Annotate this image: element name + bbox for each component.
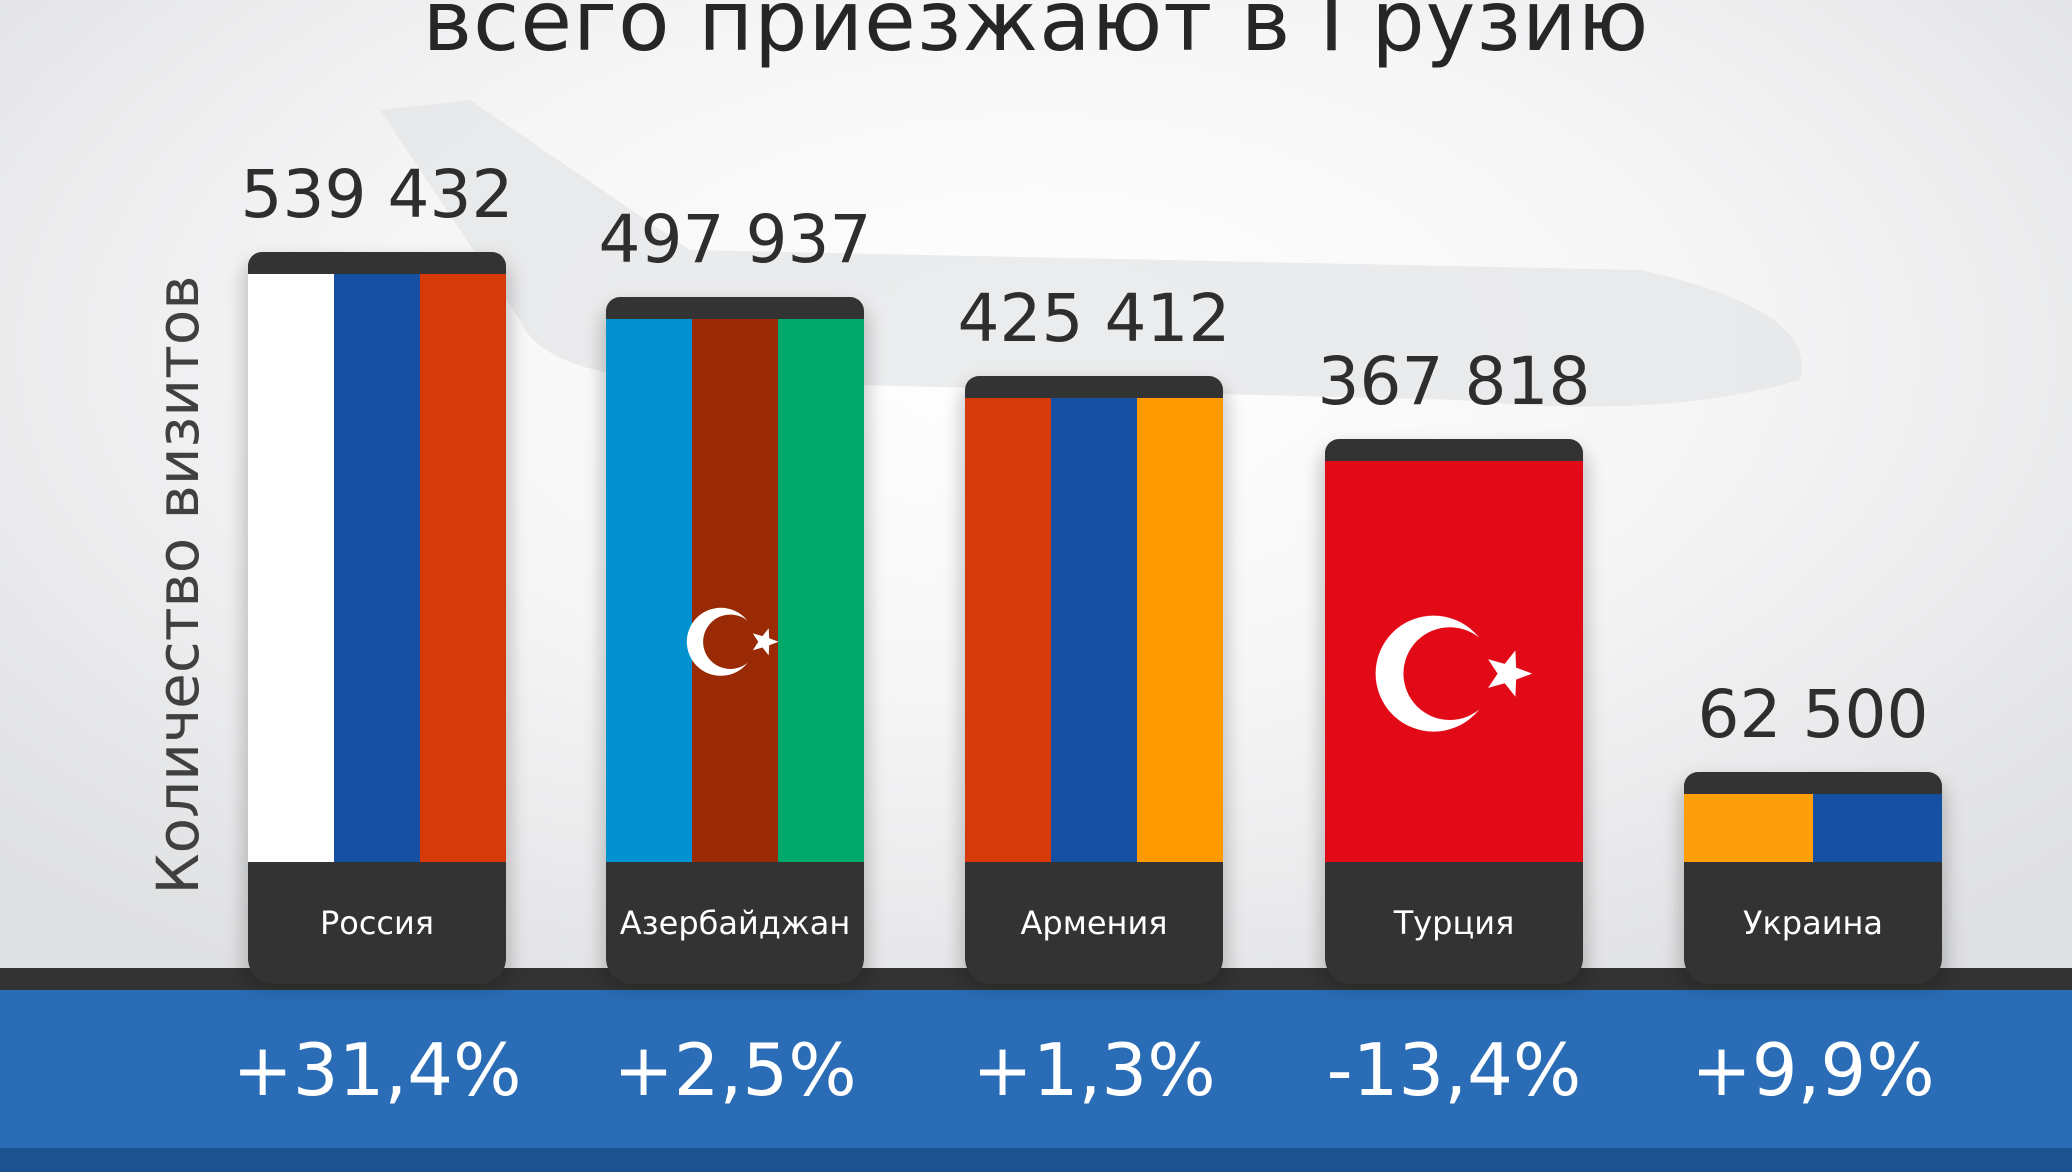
change-label: +9,9% bbox=[1691, 1028, 1935, 1112]
category-label: Россия bbox=[319, 904, 435, 942]
category-box bbox=[965, 862, 1223, 984]
category-label: Армения bbox=[1020, 904, 1168, 942]
bar-stripe bbox=[1051, 398, 1138, 862]
category-label: Азербайджан bbox=[619, 904, 851, 942]
category-box bbox=[1325, 862, 1583, 984]
category-label: Украина bbox=[1742, 904, 1884, 942]
bar-stripe bbox=[420, 274, 506, 862]
category-box bbox=[606, 862, 864, 984]
change-label: +31,4% bbox=[232, 1028, 522, 1112]
bar-stripe bbox=[248, 274, 335, 862]
crescent-star-icon bbox=[1375, 615, 1533, 732]
chart-title: всего приезжают в Грузию bbox=[422, 0, 1650, 70]
bar-value-label: 539 432 bbox=[240, 156, 514, 233]
bar-value-label: 367 818 bbox=[1317, 343, 1591, 421]
category-box bbox=[248, 862, 506, 984]
change-label: +1,3% bbox=[972, 1028, 1216, 1112]
change-label: +2,5% bbox=[613, 1028, 857, 1112]
change-label: -13,4% bbox=[1326, 1028, 1582, 1112]
bar-value-label: 425 412 bbox=[957, 280, 1231, 358]
bar-stripe bbox=[1137, 398, 1223, 862]
bar-stripe bbox=[606, 319, 693, 862]
bar-value-label: 497 937 bbox=[598, 201, 872, 279]
bottom-band bbox=[0, 1148, 2072, 1172]
bar-stripe bbox=[334, 274, 421, 862]
y-axis-label: Количество визитов bbox=[144, 275, 212, 895]
change-band bbox=[0, 990, 2072, 1148]
bar-stripe bbox=[692, 319, 779, 862]
bar-stripe bbox=[965, 398, 1052, 862]
bar-stripe bbox=[1684, 793, 1814, 862]
category-label: Турция bbox=[1393, 904, 1515, 942]
bar-stripe bbox=[778, 319, 864, 862]
bar-value-label: 62 500 bbox=[1697, 675, 1929, 753]
category-box bbox=[1684, 862, 1942, 984]
bar-stripe bbox=[1813, 793, 1942, 862]
crescent-star-icon bbox=[687, 608, 779, 677]
